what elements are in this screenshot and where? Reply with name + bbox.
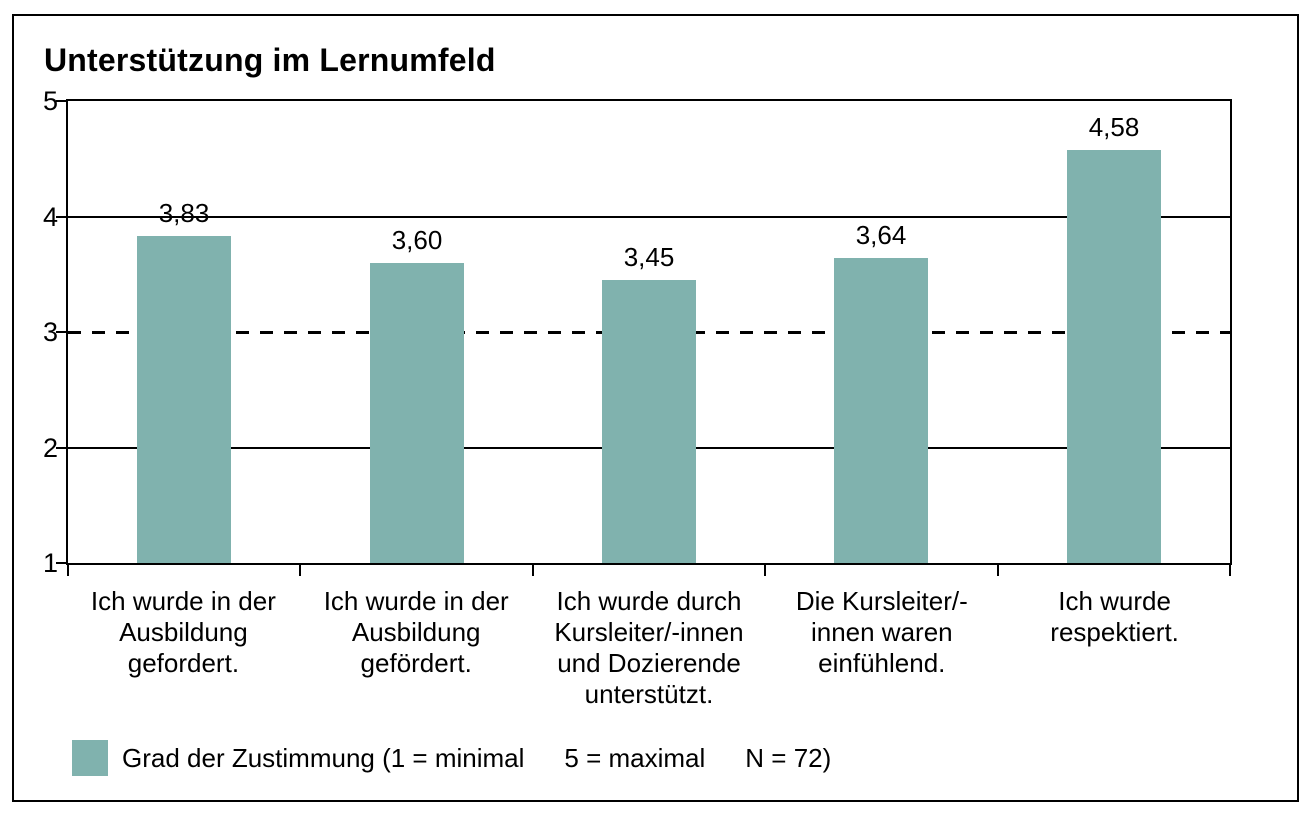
chart-title: Unterstützung im Lernumfeld <box>44 42 496 78</box>
x-axis-tick-mark <box>1229 565 1231 576</box>
gridline-solid <box>68 216 1230 218</box>
legend-label: Grad der Zustimmung (1 = minimal 5 = maxi… <box>122 743 831 774</box>
y-axis-tick-mark <box>56 562 67 564</box>
category-label: Ich wurde respektiert. <box>1050 586 1179 647</box>
legend-swatch <box>72 740 108 776</box>
bar-value-label: 4,58 <box>1088 112 1140 142</box>
y-axis-tick-label: 4 <box>42 202 58 232</box>
x-axis-tick-mark <box>299 565 301 576</box>
legend-label-part: Grad der Zustimmung (1 = minimal <box>122 742 525 773</box>
legend-label-part: 5 = maximal <box>564 742 706 773</box>
legend: Grad der Zustimmung (1 = minimal 5 = maxi… <box>72 740 831 776</box>
bar <box>602 280 696 563</box>
plot-area: 3,83 3,60 3,45 3,64 4,58 <box>66 99 1232 565</box>
x-axis-tick-mark <box>997 565 999 576</box>
y-axis-tick-mark <box>56 331 67 333</box>
bar-value-label: 3,64 <box>855 220 907 250</box>
category-label: Ich wurde durch Kursleiter/-innen und Do… <box>554 586 744 709</box>
bar-value-label: 3,83 <box>158 198 210 228</box>
x-axis-tick-mark <box>764 565 766 576</box>
bar <box>834 258 928 563</box>
bar <box>1067 150 1161 563</box>
bar <box>370 263 464 563</box>
x-axis-category-labels: Ich wurde in der Ausbildung gefordert. Ic… <box>67 586 1231 710</box>
y-axis-tick-label: 5 <box>42 86 58 116</box>
category-label: Die Kursleiter/-innen waren einfühlend. <box>795 586 968 678</box>
y-axis-tick-label: 3 <box>42 317 58 347</box>
y-axis-tick-mark <box>56 216 67 218</box>
y-axis-tick-mark <box>56 100 67 102</box>
y-axis-tick-mark <box>56 447 67 449</box>
bar <box>137 236 231 563</box>
legend-label-part: N = 72) <box>745 742 832 773</box>
x-axis-tick-mark <box>67 565 69 576</box>
bar-value-label: 3,60 <box>391 225 443 255</box>
category-label: Ich wurde in der Ausbildung gefordert. <box>90 586 276 678</box>
x-axis-tick-mark <box>532 565 534 576</box>
category-label: Ich wurde in der Ausbildung gefördert. <box>323 586 509 678</box>
bar-value-label: 3,45 <box>623 242 675 272</box>
y-axis-tick-label: 1 <box>42 548 58 578</box>
y-axis-tick-label: 2 <box>42 433 58 463</box>
